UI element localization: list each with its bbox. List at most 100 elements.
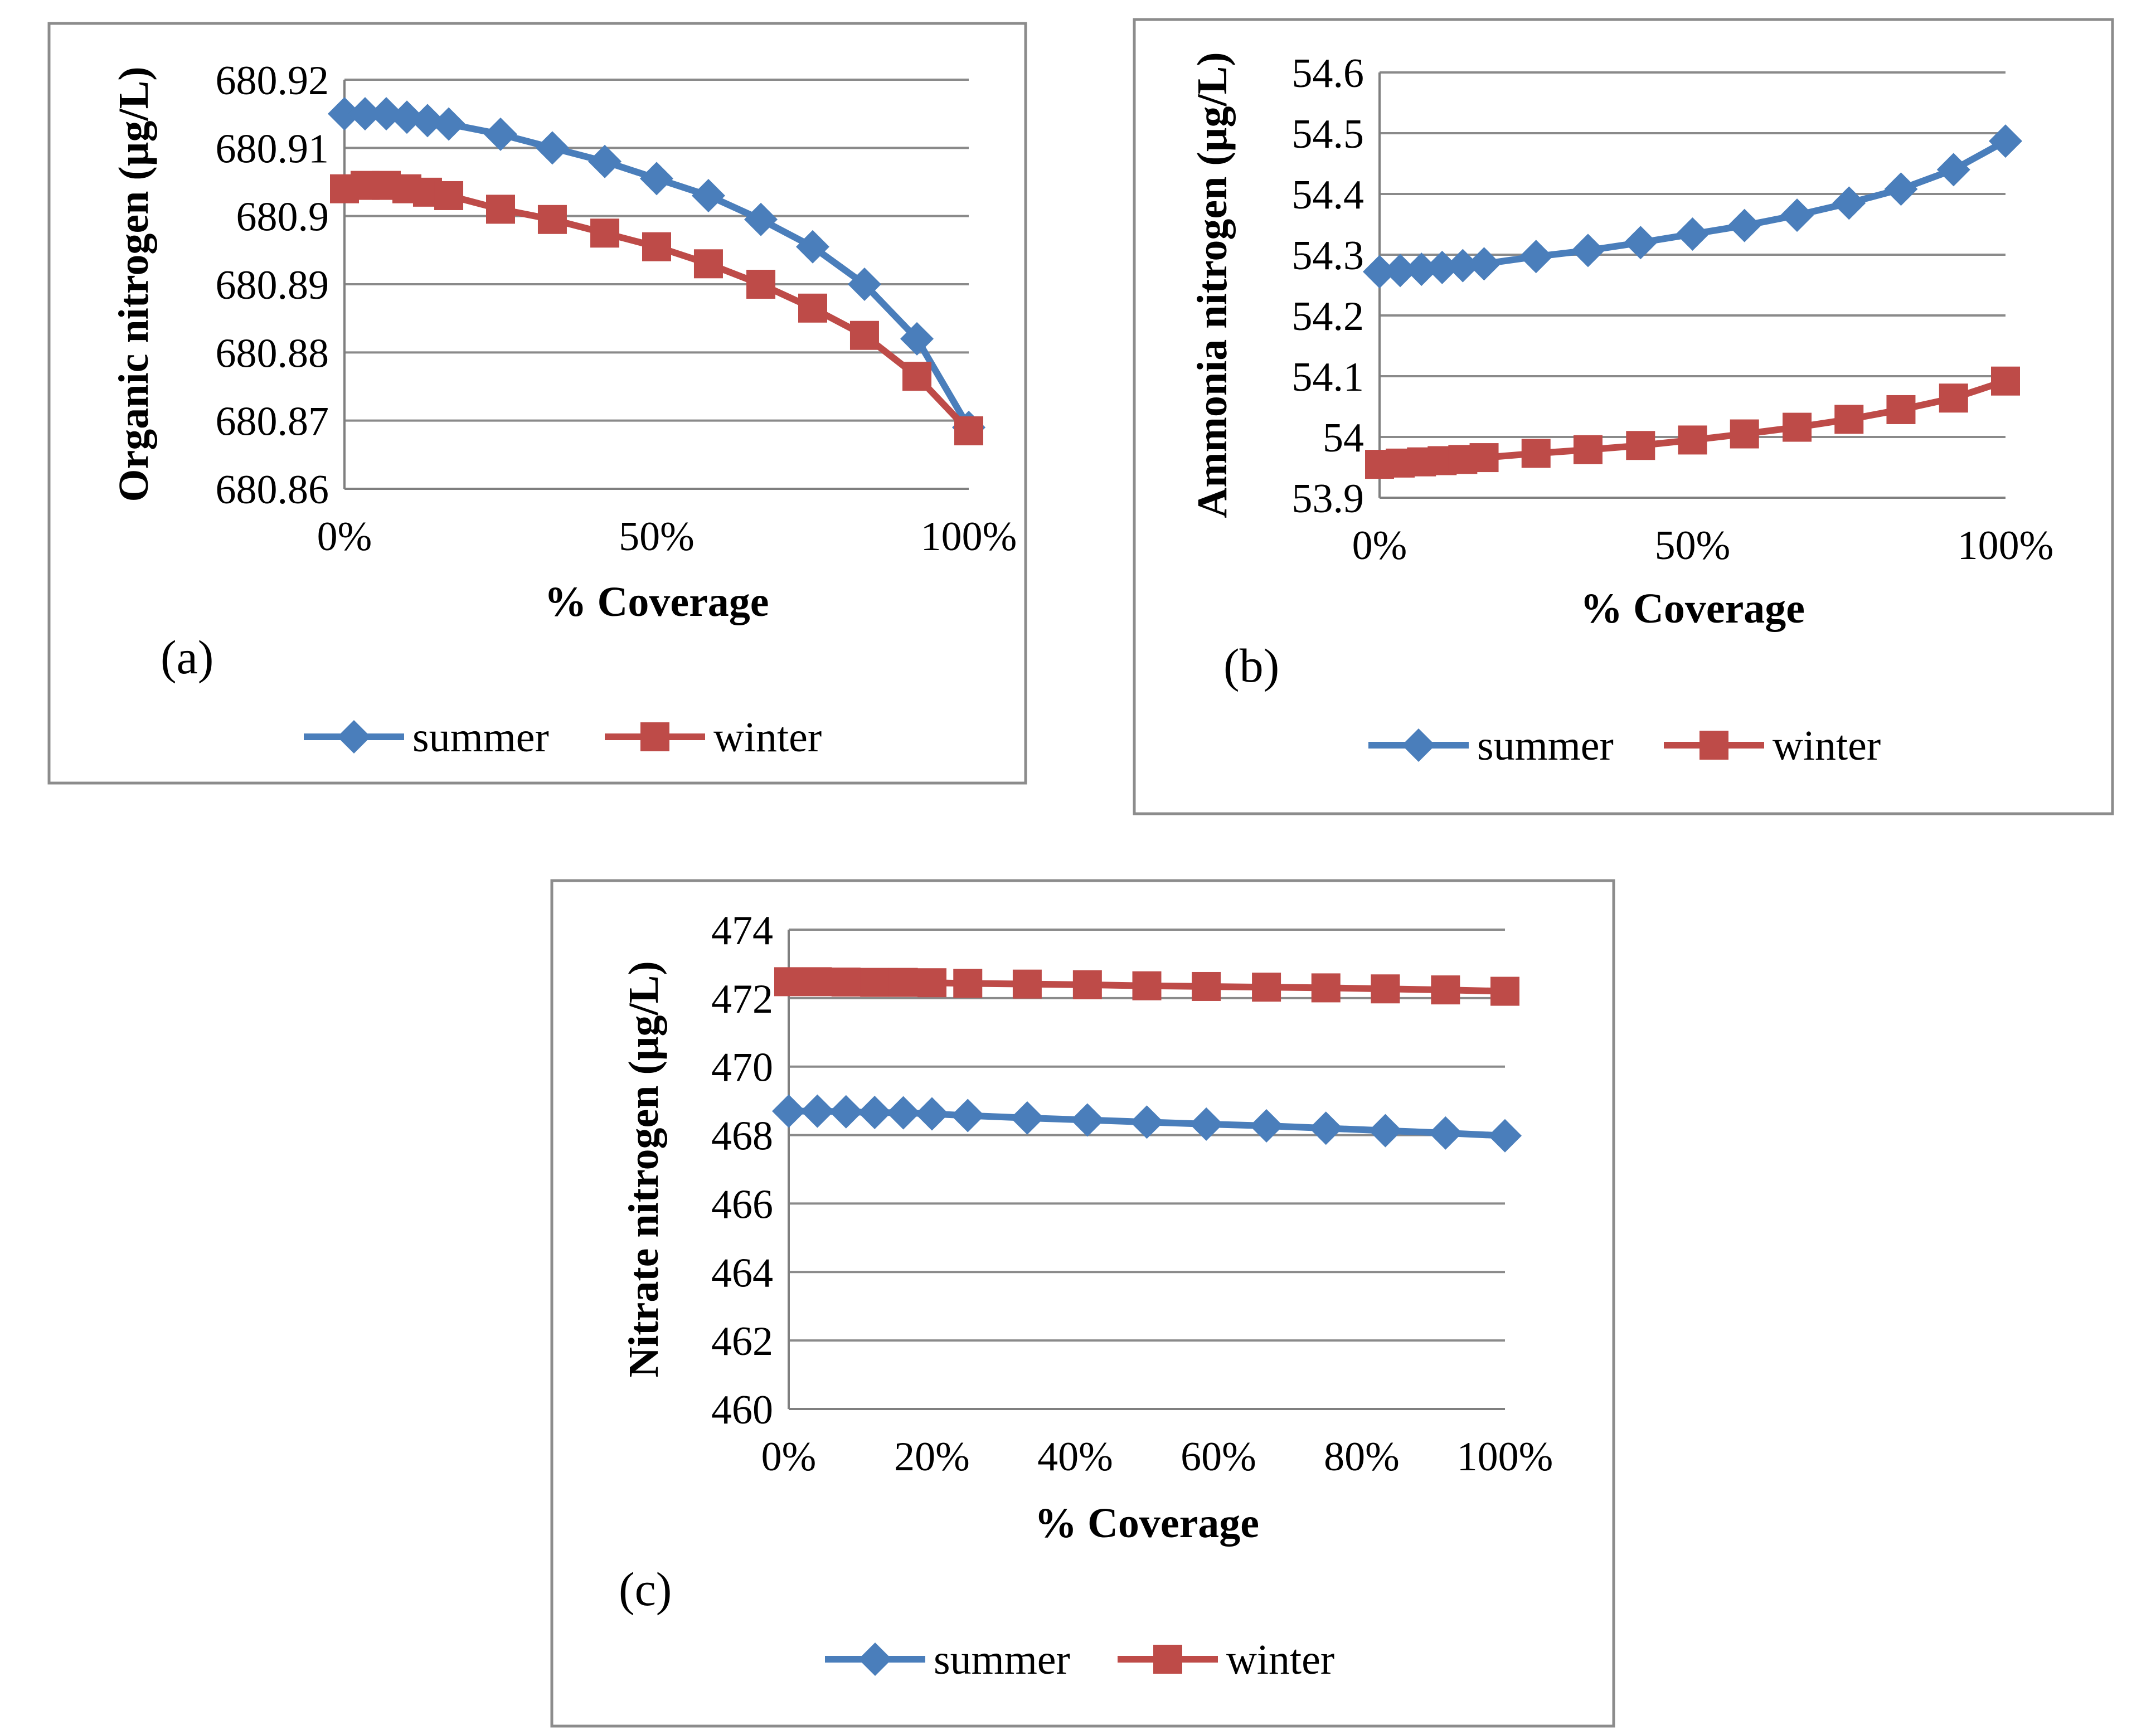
x-tick-label: 0% (1352, 523, 1407, 568)
data-point-summer (691, 178, 725, 212)
data-point-summer (348, 97, 382, 131)
data-point-winter (1626, 431, 1655, 460)
data-point-winter (1834, 405, 1864, 434)
data-point-summer (1676, 217, 1710, 251)
data-point-summer (432, 107, 466, 141)
data-point-summer (1070, 1103, 1104, 1137)
data-point-winter (1678, 425, 1707, 455)
x-tick-label: 100% (1457, 1434, 1553, 1480)
x-axis-title: % Coverage (544, 579, 769, 625)
x-tick-label: 100% (1958, 523, 2054, 568)
x-tick-label: 50% (1655, 523, 1731, 568)
data-point-summer (370, 97, 404, 131)
y-tick-label: 468 (711, 1114, 773, 1159)
data-point-summer (1624, 226, 1658, 260)
y-tick-label: 680.89 (216, 263, 329, 308)
data-point-summer (829, 1095, 863, 1129)
data-point-winter (1991, 366, 2020, 396)
y-tick-label: 54.3 (1292, 233, 1365, 279)
data-point-summer (796, 230, 829, 264)
legend-label-winter: winter (1226, 1636, 1334, 1683)
y-tick-label: 54.1 (1292, 354, 1365, 400)
data-point-winter (1939, 383, 1968, 413)
data-point-summer (1405, 252, 1439, 286)
data-point-summer (800, 1094, 834, 1128)
data-point-summer (744, 202, 778, 236)
chart-frame (550, 879, 1615, 1728)
y-tick-label: 470 (711, 1045, 773, 1091)
y-tick-label: 680.87 (216, 399, 329, 445)
data-point-winter (693, 249, 723, 279)
data-point-winter (1730, 419, 1759, 449)
data-point-winter (1573, 435, 1603, 464)
data-point-winter (803, 967, 832, 997)
data-point-summer (328, 97, 361, 131)
data-point-summer (772, 1094, 805, 1128)
data-point-summer (588, 144, 622, 178)
data-point-winter (486, 195, 515, 224)
chart-panel-c: 460 462 464 466 468 470 472 474 0% 20% 40% 60% 80% 10… (550, 879, 1615, 1728)
data-point-summer (1884, 172, 1918, 206)
data-point-summer (410, 104, 444, 138)
data-point-winter (1252, 973, 1281, 1002)
y-tick-label: 54.2 (1292, 294, 1365, 339)
data-point-winter (1783, 412, 1812, 442)
data-point-winter (1012, 969, 1042, 999)
data-point-summer (1832, 186, 1866, 220)
y-tick-label: 54.5 (1292, 111, 1365, 157)
legend: summer winter (1368, 722, 1881, 769)
legend-marker-winter (640, 722, 669, 751)
data-point-summer (951, 1099, 985, 1133)
data-point-winter (1490, 976, 1519, 1006)
series-summer (1363, 124, 2022, 289)
legend-label-summer: summer (934, 1636, 1070, 1683)
x-tick-label: 60% (1181, 1434, 1256, 1480)
series-winter (774, 967, 1519, 1006)
data-point-summer (535, 131, 569, 165)
x-tick-label: 0% (317, 514, 372, 560)
x-tick-label: 100% (921, 514, 1017, 560)
data-point-winter (860, 968, 890, 997)
y-tick-label: 680.92 (216, 58, 329, 104)
x-tick-label: 0% (761, 1434, 817, 1480)
data-point-summer (1368, 1114, 1402, 1148)
data-point-summer (1571, 234, 1605, 268)
data-point-winter (953, 969, 983, 998)
data-point-winter (774, 967, 803, 997)
data-point-summer (1429, 1116, 1463, 1150)
data-point-summer (1189, 1107, 1223, 1141)
series-summer (772, 1094, 1522, 1153)
panel-label: (b) (1223, 639, 1279, 692)
chart-frame (1133, 18, 2114, 815)
y-tick-label: 460 (711, 1387, 773, 1433)
data-point-winter (1132, 971, 1162, 1000)
legend-label-summer: summer (1477, 722, 1614, 769)
legend: summer winter (825, 1636, 1334, 1683)
series-winter (330, 171, 983, 446)
data-point-summer (1309, 1111, 1343, 1145)
data-point-winter (537, 205, 567, 234)
data-point-summer (1130, 1105, 1164, 1139)
data-point-winter (888, 968, 918, 997)
data-point-summer (1519, 240, 1553, 274)
data-point-summer (1727, 208, 1761, 242)
legend-label-winter: winter (713, 714, 822, 761)
x-tick-label: 40% (1037, 1434, 1113, 1480)
y-axis-title: Ammonia nitrogen (µg/L) (1189, 52, 1236, 518)
data-point-winter (1311, 973, 1341, 1003)
y-tick-label: 54.6 (1292, 51, 1365, 96)
legend-label-summer: summer (412, 714, 549, 761)
data-point-summer (390, 100, 424, 134)
data-point-summer (1936, 153, 1970, 187)
data-point-winter (434, 181, 464, 210)
data-point-summer (1363, 255, 1396, 289)
y-axis-title: Nitrate nitrogen (µg/L) (620, 961, 667, 1377)
data-point-winter (1521, 439, 1551, 468)
y-tick-label: 680.91 (216, 126, 329, 172)
y-tick-label: 472 (711, 976, 773, 1022)
y-tick-label: 680.9 (236, 195, 329, 240)
data-point-summer (1989, 124, 2022, 158)
legend-marker-summer (1402, 728, 1435, 762)
y-tick-label: 474 (711, 908, 773, 954)
